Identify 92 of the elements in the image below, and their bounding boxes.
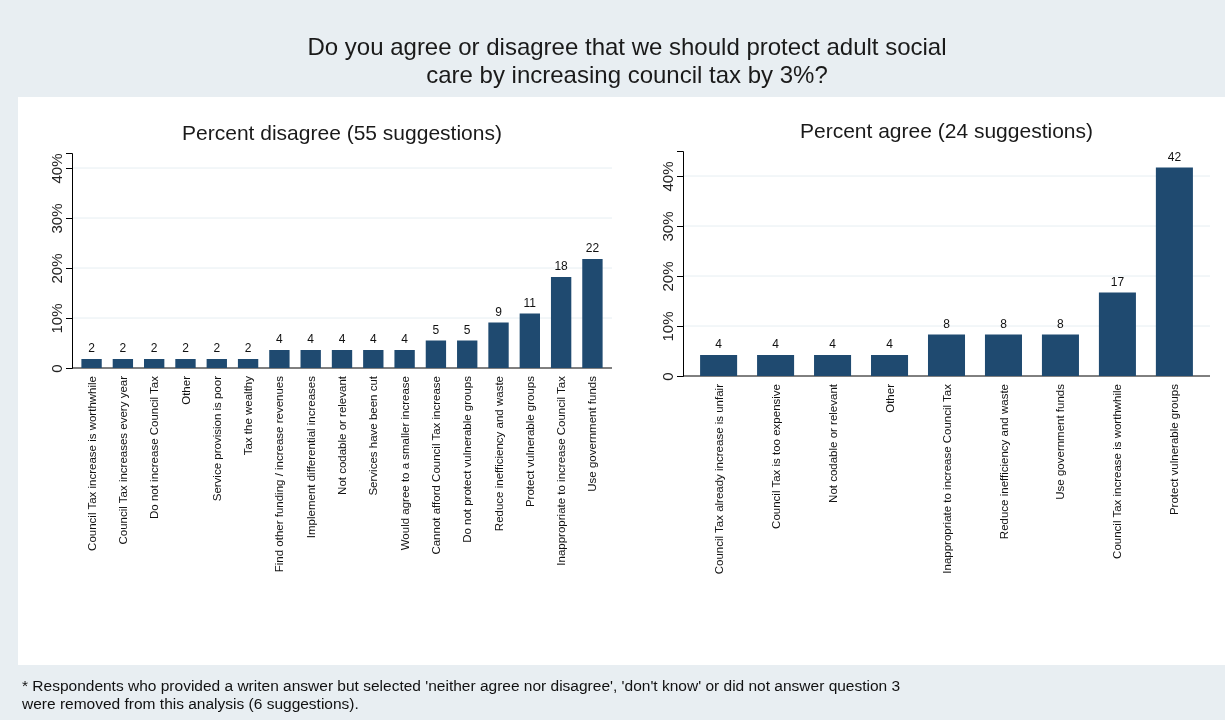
x-tick-label: Use government funds	[1054, 383, 1067, 500]
y-tick-label: 20%	[48, 253, 65, 284]
bar	[112, 359, 134, 368]
data-label: 8	[1000, 316, 1008, 331]
y-tick-label: 0	[659, 372, 676, 381]
data-label: 8	[1057, 316, 1065, 331]
bar	[927, 334, 966, 376]
x-tick-label: Other	[883, 383, 896, 413]
bar	[425, 340, 447, 368]
bar	[582, 259, 603, 368]
x-tick-label: Protect vulnerable groups	[1168, 383, 1181, 516]
y-tick-label: 10%	[48, 303, 65, 334]
bar	[175, 359, 196, 368]
bar	[144, 359, 165, 368]
x-tick-label: Service provision is poor	[210, 375, 223, 502]
bar	[394, 350, 415, 368]
bar	[269, 350, 290, 368]
bar	[363, 350, 384, 368]
chart-subtitle: Percent disagree (55 suggestions)	[182, 121, 502, 144]
bar	[1041, 334, 1079, 376]
data-label: 4	[829, 337, 837, 351]
bar	[81, 359, 102, 368]
x-tick-label: Do not increase Council Tax	[148, 375, 161, 519]
chart-title: Do you agree or disagree that we should protect adult social care by increasing council tax by 3%?	[307, 33, 947, 88]
bar	[871, 355, 909, 376]
bar	[457, 340, 478, 368]
data-label: 4	[715, 337, 723, 351]
data-label: 22	[585, 241, 600, 255]
y-tick-label: 0	[48, 364, 65, 373]
y-tick-label: 20%	[659, 261, 676, 292]
x-tick-label: Find other funding / increase revenues	[273, 375, 286, 573]
data-label: 4	[369, 332, 377, 346]
bar	[1155, 167, 1193, 376]
y-tick-label: 30%	[48, 203, 65, 234]
data-label: 2	[150, 341, 158, 355]
bar	[519, 313, 540, 368]
data-label: 4	[338, 332, 346, 346]
bar	[237, 359, 259, 368]
data-label: 2	[88, 341, 96, 355]
x-tick-label: Implement differential increases	[304, 375, 317, 539]
bar	[757, 355, 795, 376]
x-tick-label: Use government funds	[586, 375, 599, 492]
data-label: 2	[213, 341, 221, 355]
bar	[814, 355, 852, 376]
data-label: 4	[772, 337, 780, 351]
x-tick-label: Not codable or relevant	[336, 375, 349, 495]
bar	[331, 350, 353, 368]
data-label: 4	[276, 332, 284, 346]
text: * Respondents who provided a writen answer but selected 'neither agree nor disagree', 'don't know' or did not answer question 3 were removed from this analysis (6 suggestions).	[21, 677, 901, 712]
x-tick-label: Services have been cut	[367, 375, 380, 496]
x-tick-label: Would agree to a smaller increase	[398, 376, 411, 551]
data-label: 18	[554, 259, 569, 273]
bar	[206, 359, 227, 368]
x-tick-label: Reduce inefficiency and waste	[492, 376, 505, 532]
bar	[550, 277, 572, 368]
bar	[488, 322, 509, 368]
data-label: 5	[463, 322, 471, 337]
data-label: 17	[1110, 274, 1125, 289]
data-label: 4	[886, 337, 894, 351]
y-tick-label: 10%	[659, 311, 676, 342]
data-label: 2	[119, 341, 127, 355]
y-tick-label: 30%	[659, 211, 676, 242]
data-label: 5	[432, 322, 440, 337]
x-tick-label: Council Tax is too expensive	[769, 384, 782, 529]
x-tick-label: Other	[179, 375, 192, 405]
bar	[700, 355, 738, 376]
data-label: 8	[943, 316, 951, 331]
data-label: 4	[401, 332, 409, 346]
x-tick-label: Cannot afford Council Tax increase	[429, 376, 442, 555]
bar	[300, 350, 321, 368]
chart-title: Percent agree (24 suggestions)	[799, 119, 1094, 142]
data-label: 2	[244, 341, 252, 355]
x-tick-label: Council Tax already increase is unfair	[712, 383, 725, 575]
y-tick-label: 40%	[48, 153, 65, 184]
bar	[984, 334, 1022, 376]
y-tick-label: 40%	[659, 161, 676, 192]
data-label: 2	[182, 341, 190, 355]
data-label: 4	[307, 332, 315, 346]
x-tick-label: Inappropriate to increase Council Tax	[555, 375, 568, 566]
data-label: 42	[1167, 149, 1182, 164]
x-tick-label: Tax the wealthy	[242, 375, 255, 456]
bar	[1098, 292, 1136, 376]
x-tick-label: Do not protect vulnerable groups	[461, 375, 474, 543]
x-tick-label: Protect vulnerable groups	[523, 375, 536, 508]
x-tick-label: Reduce inefficiency and waste	[997, 384, 1010, 540]
x-tick-label: Council Tax increase is worthwhile	[85, 376, 98, 551]
x-tick-label: Council Tax increase is worthwhile	[1111, 384, 1124, 559]
data-label: 9	[495, 304, 503, 319]
x-tick-label: Not codable or relevant	[826, 383, 839, 503]
data-label: 11	[523, 295, 537, 310]
x-tick-label: Council Tax increases every year	[116, 375, 129, 545]
x-tick-label: Inappropriate to increase Council Tax	[940, 383, 953, 574]
